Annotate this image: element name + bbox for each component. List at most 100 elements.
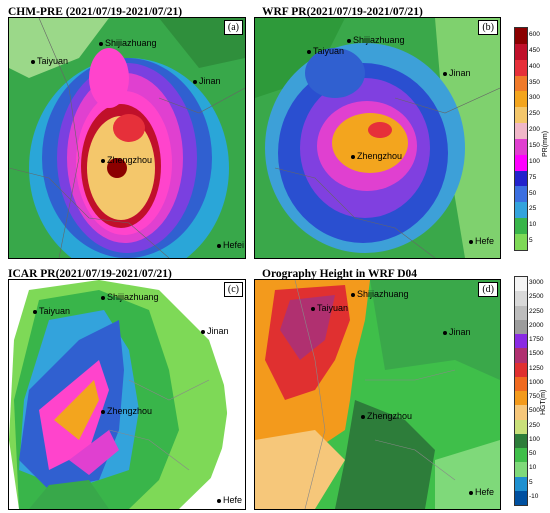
city-taiyuan: Taiyuan — [31, 56, 68, 66]
panel-a-map: (a) Shijiazhuang Taiyuan Jinan Zhengzhou… — [8, 17, 246, 259]
colorbar-tick-label: 2250 — [529, 307, 544, 315]
colorbar-segment — [515, 186, 527, 203]
city-shijiazhuang: Shijiazhuang — [101, 292, 159, 302]
colorbar-segment — [515, 448, 527, 463]
colorbar-segment — [515, 291, 527, 306]
colorbar-tick-label: 25 — [529, 205, 537, 213]
city-jinan: Jinan — [201, 326, 229, 336]
colorbar-segment — [515, 476, 527, 491]
colorbar-tick-label: 50 — [529, 450, 537, 458]
colorbar-segment — [515, 277, 527, 292]
precip-colorbar-unit: PR(mm) — [542, 130, 549, 157]
colorbar-tick-label: 100 — [529, 435, 540, 443]
panel-c-title: ICAR PR(2021/07/19-2021/07/21) — [8, 268, 172, 280]
colorbar-segment — [515, 154, 527, 171]
panel-d-map: (d) Shijiazhuang Taiyuan Jinan Zhengzhou… — [254, 279, 501, 510]
city-zhengzhou: Zhengzhou — [351, 151, 402, 161]
colorbar-tick-label: 10 — [529, 464, 537, 472]
colorbar-tick-label: 2000 — [529, 321, 544, 329]
colorbar-tick-label: 300 — [529, 94, 540, 102]
city-shijiazhuang: Shijiazhuang — [347, 35, 405, 45]
city-zhengzhou: Zhengzhou — [101, 406, 152, 416]
precip-colorbar — [514, 27, 528, 251]
city-taiyuan: Taiyuan — [307, 46, 344, 56]
colorbar-segment — [515, 233, 527, 250]
colorbar-segment — [515, 123, 527, 139]
city-jinan: Jinan — [443, 327, 471, 337]
colorbar-segment — [515, 202, 527, 219]
city-shijiazhuang: Shijiazhuang — [351, 289, 409, 299]
colorbar-tick-label: 100 — [529, 157, 540, 165]
colorbar-tick-label: 10 — [529, 221, 537, 229]
city-jinan: Jinan — [443, 68, 471, 78]
precip-observed-field — [9, 18, 245, 258]
colorbar-tick-label: -10 — [529, 492, 539, 500]
colorbar-tick-label: 200 — [529, 126, 540, 134]
colorbar-segment — [515, 362, 527, 377]
colorbar-segment — [515, 170, 527, 187]
colorbar-segment — [515, 218, 527, 234]
colorbar-tick-label: 250 — [529, 421, 540, 429]
city-hefei: Hefei — [217, 240, 244, 250]
colorbar-tick-label: 450 — [529, 46, 540, 54]
panel-c-map: (c) Shijiazhuang Taiyuan Jinan Zhengzhou… — [8, 279, 246, 510]
height-colorbar-unit: HGT(m) — [540, 389, 547, 415]
colorbar-tick-label: 150 — [529, 141, 540, 149]
city-jinan: Jinan — [193, 76, 221, 86]
panel-d-tag: (d) — [478, 282, 498, 297]
colorbar-segment — [515, 391, 527, 406]
city-zhengzhou: Zhengzhou — [101, 155, 152, 165]
city-hefei: Hefe — [469, 236, 494, 246]
colorbar-tick-label: 600 — [529, 30, 540, 38]
panel-b-tag: (b) — [478, 20, 498, 35]
colorbar-tick-label: 3000 — [529, 279, 544, 287]
colorbar-segment — [515, 462, 527, 477]
colorbar-tick-label: 5 — [529, 478, 533, 486]
colorbar-tick-label: 75 — [529, 173, 537, 181]
colorbar-segment — [515, 319, 527, 334]
precip-icar-field — [9, 280, 245, 509]
colorbar-tick-label: 1250 — [529, 364, 544, 372]
colorbar-segment — [515, 376, 527, 391]
colorbar-tick-label: 5 — [529, 237, 533, 245]
colorbar-tick-label: 250 — [529, 110, 540, 118]
colorbar-segment — [515, 28, 527, 44]
precip-wrf-field — [255, 18, 500, 258]
colorbar-tick-label: 1000 — [529, 378, 544, 386]
colorbar-segment — [515, 490, 527, 505]
colorbar-segment — [515, 75, 527, 92]
colorbar-segment — [515, 43, 527, 60]
colorbar-segment — [515, 107, 527, 124]
height-colorbar — [514, 276, 528, 506]
colorbar-tick-label: 750 — [529, 393, 540, 401]
panel-a-title: CHM-PRE (2021/07/19-2021/07/21) — [8, 6, 183, 18]
colorbar-tick-label: 500 — [529, 407, 540, 415]
city-taiyuan: Taiyuan — [311, 303, 348, 313]
panel-d-title: Orography Height in WRF D04 — [262, 268, 418, 280]
colorbar-segment — [515, 138, 527, 155]
colorbar-segment — [515, 348, 527, 363]
colorbar-segment — [515, 433, 527, 448]
city-hefei: Hefe — [469, 487, 494, 497]
panel-c-tag: (c) — [223, 282, 243, 297]
city-taiyuan: Taiyuan — [33, 306, 70, 316]
city-zhengzhou: Zhengzhou — [361, 411, 412, 421]
colorbar-tick-label: 350 — [529, 78, 540, 86]
colorbar-tick-label: 2500 — [529, 293, 544, 301]
orography-field — [255, 280, 500, 509]
panel-b-title: WRF PR(2021/07/19-2021/07/21) — [262, 6, 423, 18]
colorbar-segment — [515, 305, 527, 320]
panel-a-tag: (a) — [223, 20, 243, 35]
colorbar-tick-label: 1500 — [529, 350, 544, 358]
colorbar-segment — [515, 334, 527, 349]
colorbar-segment — [515, 91, 527, 108]
colorbar-tick-label: 400 — [529, 62, 540, 70]
colorbar-tick-label: 1750 — [529, 336, 544, 344]
colorbar-tick-label: 50 — [529, 189, 537, 197]
panel-b-map: (b) Shijiazhuang Taiyuan Jinan Zhengzhou… — [254, 17, 501, 259]
colorbar-segment — [515, 405, 527, 420]
city-shijiazhuang: Shijiazhuang — [99, 38, 157, 48]
colorbar-segment — [515, 59, 527, 76]
city-hefei: Hefe — [217, 495, 242, 505]
colorbar-segment — [515, 419, 527, 434]
